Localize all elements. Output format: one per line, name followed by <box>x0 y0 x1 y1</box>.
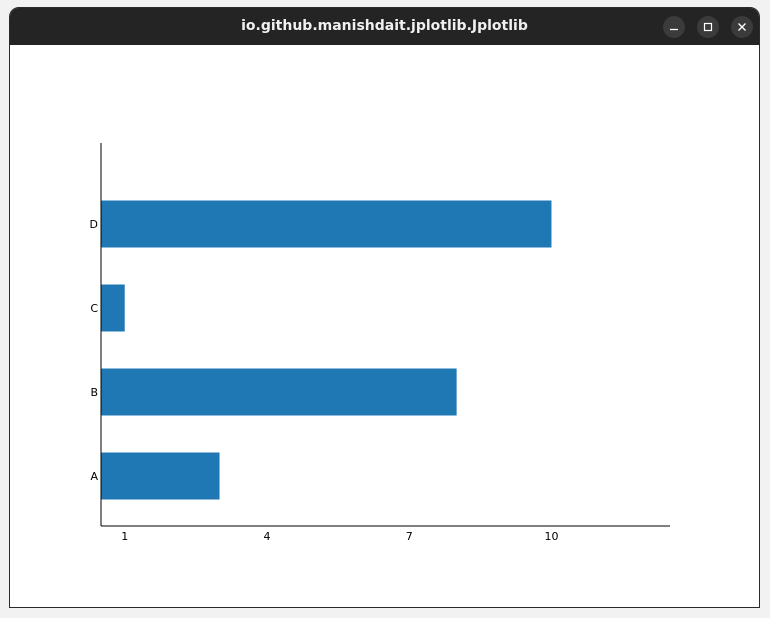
close-button[interactable] <box>731 16 753 38</box>
bar-b <box>101 368 457 416</box>
x-tick-label-1: 1 <box>121 530 128 543</box>
bar-a <box>101 452 220 500</box>
minimize-button[interactable] <box>663 16 685 38</box>
x-tick-label-4: 4 <box>263 530 270 543</box>
x-tick-label-10: 10 <box>544 530 558 543</box>
bar-chart: A B C D 1 4 7 10 <box>90 143 670 543</box>
y-tick-label-d: D <box>90 218 98 231</box>
minimize-icon <box>670 28 678 31</box>
bar-d <box>101 200 552 248</box>
y-tick-label-c: C <box>90 302 98 315</box>
title-bar[interactable]: io.github.manishdait.jplotlib.Jplotlib <box>10 8 759 45</box>
window-title: io.github.manishdait.jplotlib.Jplotlib <box>241 18 528 34</box>
close-icon <box>738 23 746 31</box>
bars-layer <box>101 200 552 500</box>
maximize-icon <box>703 22 713 32</box>
plot-area: A B C D 1 4 7 10 <box>10 45 759 607</box>
maximize-button[interactable] <box>697 16 719 38</box>
x-tick-label-7: 7 <box>406 530 413 543</box>
app-window: io.github.manishdait.jplotlib.Jplotlib A… <box>9 7 760 608</box>
bar-c <box>101 284 125 332</box>
axes-layer: A B C D 1 4 7 10 <box>90 143 670 543</box>
y-tick-label-b: B <box>90 386 98 399</box>
y-tick-label-a: A <box>90 470 98 483</box>
